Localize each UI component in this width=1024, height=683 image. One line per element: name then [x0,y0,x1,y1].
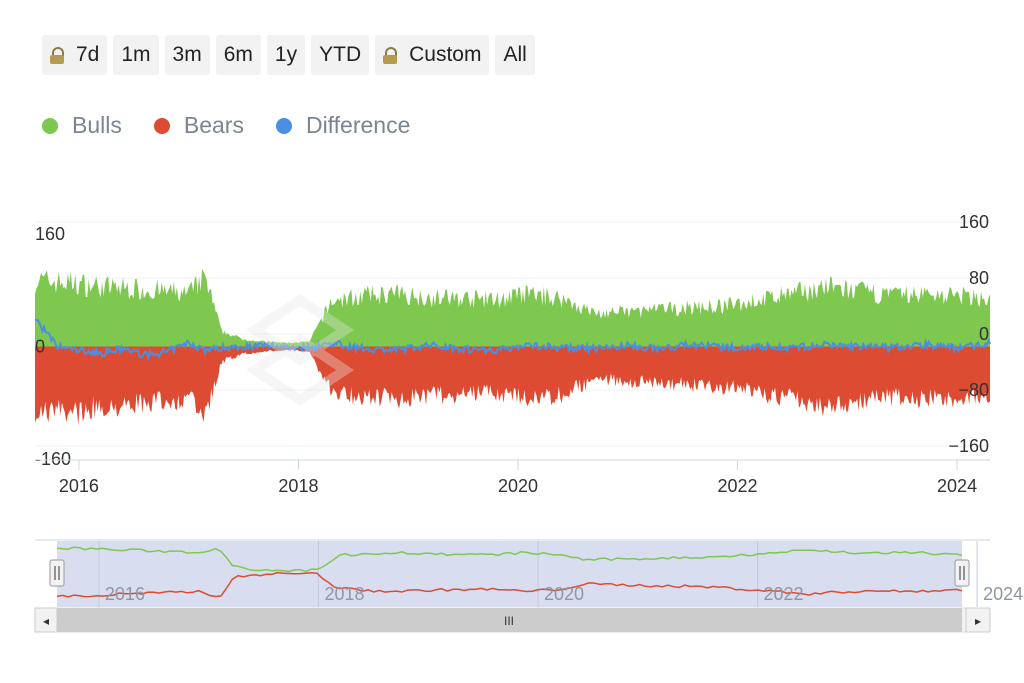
scroll-left-arrow-icon: ◂ [43,614,49,628]
right-axis-tick: −80 [958,380,989,400]
right-axis-tick: 160 [959,212,989,232]
legend-item-bulls[interactable]: Bulls [42,112,122,139]
navigator-x-tick: 2020 [544,584,584,604]
x-axis-tick: 2022 [718,476,758,496]
left-axis-labels: 160 0 -160 [35,224,71,469]
right-axis-tick: −160 [948,436,989,456]
right-axis-tick: 0 [979,324,989,344]
legend-dot-icon [42,117,58,134]
range-button-label: 3m [172,43,202,66]
navigator-bears-line [56,571,963,598]
navigator-x-labels: 2016 2018 2020 2022 2024 [105,584,1023,604]
bulls-area [35,268,990,347]
x-axis-tick: 2016 [59,476,99,496]
range-button-all[interactable]: All [495,35,535,75]
x-axis-tick: 2024 [937,476,977,496]
range-button-label: All [503,43,527,66]
navigator-x-tick: 2024 [983,584,1023,604]
range-button-1m[interactable]: 1m [113,35,159,75]
range-button-label: 1m [121,43,151,66]
scrollbar[interactable]: ◂ ▸ III [34,607,991,633]
navigator-bulls-line [56,546,963,573]
scrollbar-thumb[interactable] [57,608,962,632]
navigator-x-tick: 2016 [105,584,145,604]
range-button-6m[interactable]: 6m [215,35,261,75]
legend-item-difference[interactable]: Difference [275,112,411,139]
navigator-left-handle[interactable] [49,559,65,587]
range-button-label: 6m [223,43,253,66]
lock-icon [50,46,64,64]
x-axis-tick: 2020 [498,476,538,496]
scroll-left-button[interactable] [34,607,58,633]
range-button-3m[interactable]: 3m [164,35,210,75]
range-button-label: YTD [319,43,362,66]
range-button-label: Custom [409,43,482,66]
watermark-logo [245,293,355,407]
range-button-custom[interactable]: Custom [375,35,490,75]
scroll-right-button[interactable] [965,607,991,633]
bulls-area-path [35,268,990,347]
legend-label: Bulls [72,112,122,138]
lock-icon [383,46,398,64]
navigator-x-tick: 2022 [764,584,804,604]
bears-area [35,346,990,426]
navigator-x-tick: 2018 [324,584,364,604]
navigator-series [56,546,963,598]
scrollbar-grip-icon: III [504,614,514,628]
range-selector: 7d 1m 3m 6m 1y YTD Custom All [42,35,535,75]
scroll-right-arrow-icon: ▸ [975,614,981,628]
bears-area-path [35,346,990,426]
x-axis-labels: 2016 2018 2020 2022 2024 [59,460,977,496]
navigator[interactable]: 2016 2018 2020 2022 2024 [35,539,1023,607]
left-axis-tick: -160 [35,449,71,469]
navigator-right-handle[interactable] [954,559,970,587]
left-axis-tick: 160 [35,224,65,244]
range-button-1y[interactable]: 1y [266,35,306,75]
difference-line-path [34,318,991,362]
left-axis-tick: 0 [35,337,45,357]
legend-dot-icon [275,117,292,134]
legend-dot-icon [153,117,170,134]
legend-label: Difference [305,112,411,138]
range-button-label: 1y [274,43,298,66]
difference-line [34,318,991,362]
range-button-label: 7d [76,43,100,66]
right-axis-labels: 160 80 0 −80 −160 [948,212,989,456]
legend: Bulls Bears Difference [42,112,410,139]
range-button-7d[interactable]: 7d [42,35,108,75]
range-button-ytd[interactable]: YTD [311,35,370,75]
right-axis-tick: 80 [969,268,989,288]
legend-label: Bears [183,112,244,138]
legend-item-bears[interactable]: Bears [153,112,244,139]
x-axis-tick: 2018 [278,476,318,496]
